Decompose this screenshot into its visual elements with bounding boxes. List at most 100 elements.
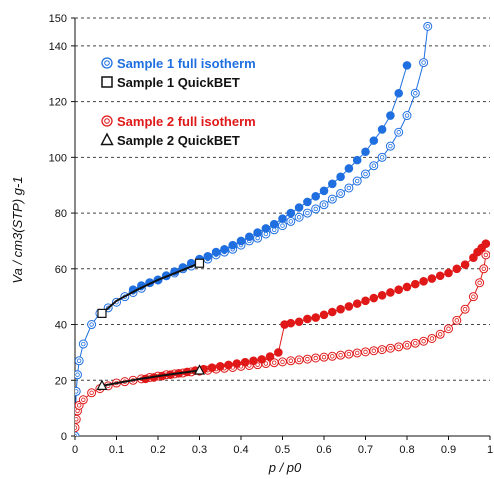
data-point-inner (404, 113, 410, 118)
y-tick-label: 0 (61, 431, 67, 443)
y-axis-label: Va / cm3(STP) g-1 (10, 176, 25, 283)
data-point (194, 258, 205, 268)
data-point-inner (296, 215, 302, 220)
data-point-inner (313, 206, 318, 212)
data-point (352, 176, 362, 186)
series-1 (128, 61, 412, 295)
data-point (274, 348, 283, 357)
data-point-inner (355, 178, 360, 184)
data-point (377, 290, 387, 300)
series-5 (96, 364, 205, 390)
data-point (75, 414, 81, 424)
data-point-inner (388, 143, 393, 149)
data-point (294, 203, 304, 212)
legend-symbol-inner-circle (104, 60, 110, 66)
data-point (369, 136, 379, 145)
data-point (236, 236, 246, 246)
x-tick-label: 0.3 (192, 444, 207, 456)
data-point (427, 333, 437, 343)
data-point (336, 304, 345, 314)
data-point-inner (429, 336, 435, 341)
data-point (452, 315, 462, 325)
data-point (344, 349, 354, 359)
data-point (435, 271, 445, 281)
data-point (220, 244, 229, 254)
data-point-inner (355, 350, 360, 356)
data-point-inner (105, 305, 111, 311)
data-point-inner (462, 307, 468, 312)
data-point-inner (483, 252, 489, 258)
data-point (286, 208, 296, 218)
data-point-inner (446, 326, 451, 331)
data-point (394, 88, 404, 98)
data-point (319, 200, 329, 210)
data-point (410, 88, 420, 98)
y-tick-label: 60 (55, 264, 67, 276)
data-point (311, 353, 321, 363)
data-point (75, 386, 81, 396)
data-point (319, 186, 329, 196)
data-point (303, 314, 312, 324)
y-tick-label: 100 (49, 152, 67, 164)
y-tick-label: 150 (49, 13, 67, 25)
x-tick-label: 0.6 (316, 444, 331, 456)
x-tick-label: 0.1 (109, 444, 124, 456)
data-point (203, 251, 213, 261)
data-point (249, 356, 258, 366)
data-point-inner (413, 91, 418, 96)
data-point-inner (272, 360, 277, 365)
series-layer (75, 21, 490, 436)
data-point (402, 111, 412, 121)
data-point-inner (75, 425, 78, 430)
data-point (369, 346, 379, 356)
y-tick-label: 80 (55, 208, 67, 220)
data-point (278, 214, 287, 223)
data-point (410, 338, 420, 348)
data-point-inner (421, 60, 426, 65)
data-point (302, 354, 312, 364)
data-point (352, 348, 362, 358)
legend-symbol-square (101, 76, 113, 88)
data-point (311, 313, 321, 322)
data-point (344, 183, 354, 193)
data-point (469, 253, 478, 262)
data-point-inner (413, 341, 418, 346)
data-point (452, 264, 462, 274)
data-point (394, 285, 404, 295)
data-point-inner (89, 390, 94, 396)
data-point-inner (280, 359, 285, 365)
data-point (302, 208, 312, 218)
data-point-inner (346, 351, 352, 357)
legend-item: Sample 1 full isotherm (101, 56, 256, 71)
series-line (101, 262, 200, 315)
data-point (369, 293, 379, 303)
data-point (386, 288, 395, 297)
data-point-inner (75, 389, 79, 394)
data-point (253, 228, 262, 237)
legend-symbol-triangle (100, 132, 114, 146)
data-point (294, 317, 304, 327)
data-point (211, 247, 221, 257)
data-point (479, 264, 489, 274)
data-point-inner (481, 266, 486, 271)
x-tick-label: 1 (487, 444, 493, 456)
data-point-inner (396, 344, 401, 350)
data-point-inner (404, 342, 410, 348)
y-tick-label: 20 (55, 375, 67, 387)
data-point (361, 347, 370, 357)
data-point (75, 431, 80, 436)
data-point-inner (421, 339, 426, 344)
data-point (78, 395, 88, 405)
data-point (481, 250, 490, 260)
data-point-inner (288, 358, 293, 363)
data-point (336, 172, 345, 182)
data-point (361, 169, 370, 179)
data-point (377, 125, 387, 134)
data-point (286, 356, 296, 366)
data-point (78, 339, 88, 349)
legend-layer: Sample 1 full isotherm Sample 1 QuickBET S… (100, 56, 256, 148)
data-point-inner (305, 356, 310, 362)
data-point (328, 307, 337, 317)
